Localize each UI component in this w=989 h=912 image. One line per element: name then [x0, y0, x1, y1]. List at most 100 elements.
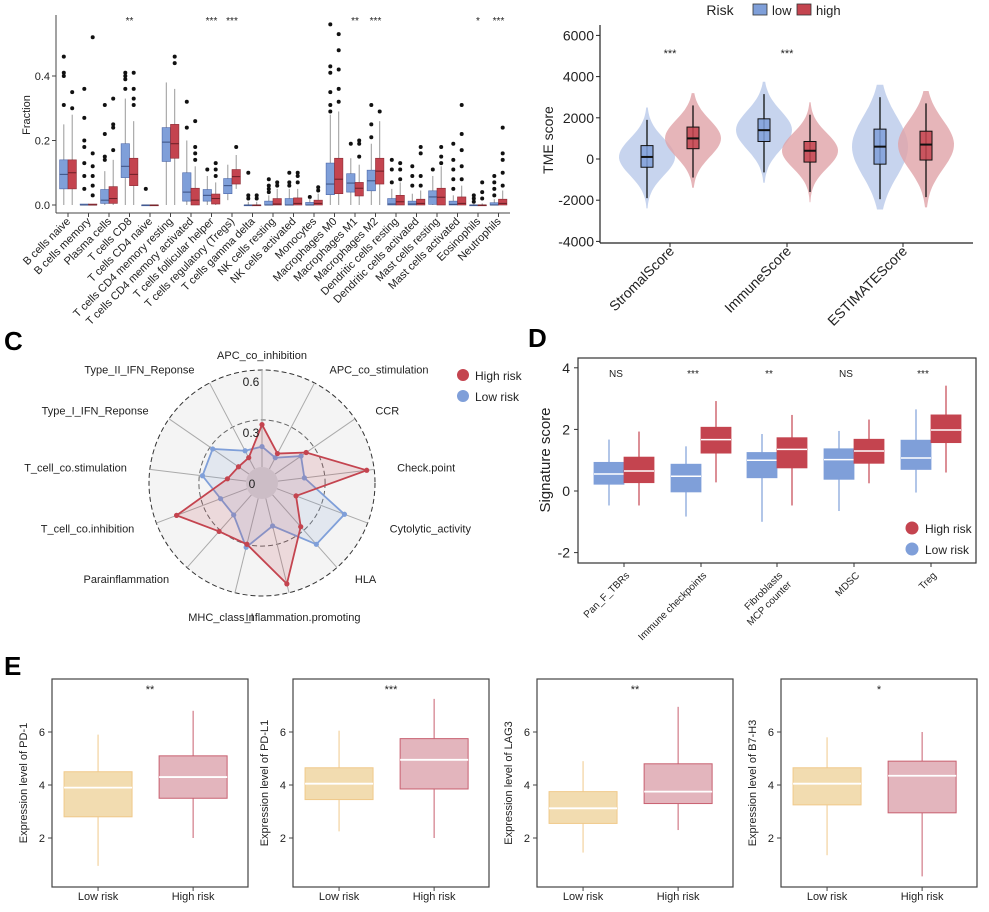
box [354, 182, 364, 197]
outlier-point [328, 109, 333, 114]
outlier-point [295, 173, 300, 178]
outlier-point [131, 86, 136, 91]
outlier-point [90, 183, 95, 188]
radar-series-high-risk [174, 422, 370, 586]
outlier-point [348, 141, 353, 146]
outlier-point [90, 151, 95, 156]
outlier-point [459, 164, 464, 169]
radar-point [274, 450, 281, 457]
outlier-point [234, 144, 239, 149]
radar-spoke [274, 418, 356, 475]
box [325, 162, 335, 195]
legend-label: Low risk [475, 390, 520, 404]
panel-label-c: C [4, 326, 23, 356]
y-tick-label: 0.4 [35, 71, 50, 83]
radar-series-low-risk [201, 445, 346, 549]
x-tick-label: High risk [172, 891, 215, 903]
outlier-point [61, 74, 66, 78]
legend-swatch-high [796, 3, 812, 16]
outlier-point [82, 161, 87, 166]
radar-axis-label: Cytolytic_activity [390, 523, 472, 535]
boxplot-pd-l1: 6 4 2 Expression level of PD-L1 *** Low risk H… [259, 678, 490, 903]
radar-spoke [276, 488, 368, 524]
radar-point [259, 443, 265, 450]
y-tick-label: 4 [524, 780, 530, 792]
radar-axis-label: CCR [375, 405, 399, 417]
significance-label: NS [839, 369, 853, 380]
box [436, 187, 446, 206]
box [416, 198, 426, 206]
radar-axis-label: Inflammation.promoting [246, 612, 361, 624]
outlier-point [287, 183, 292, 188]
outlier-point [90, 35, 95, 40]
panel-c-radar: APC_co_inhibition APC_co_stimulation CCR Ch… [24, 350, 522, 624]
radar-point [364, 467, 370, 473]
radar-axis-label: APC_co_stimulation [329, 365, 428, 377]
x-tick-label: MDSC [834, 570, 863, 599]
box [129, 157, 139, 186]
outlier-point [336, 86, 341, 91]
radar-point [301, 475, 307, 481]
y-tick-label: -2000 [558, 192, 594, 208]
outlier-point [246, 196, 251, 201]
y-tick-label: 6 [524, 727, 530, 739]
radar-point [272, 455, 278, 461]
radar-spoke [156, 488, 248, 524]
radar-point [231, 512, 237, 518]
y-tick-label: 2 [280, 833, 286, 845]
radar-point [284, 581, 290, 587]
box [182, 172, 192, 202]
radar-spoke [265, 498, 290, 593]
y-axis-label: Expression level of PD-L1 [259, 720, 271, 847]
outlier-point [369, 122, 374, 127]
box [643, 763, 713, 805]
boxplot-lag3: 6 4 2 Expression level of LAG3 ** Low risk Hig… [503, 678, 734, 903]
outlier-point [184, 125, 189, 130]
radar-axis-label: T_cell_co.inhibition [41, 523, 135, 535]
outlier-point [480, 190, 485, 195]
outlier-point [471, 199, 476, 204]
box [161, 127, 171, 162]
outlier-point [336, 67, 341, 72]
outlier-point [213, 167, 218, 172]
y-axis-label: Expression level of B7-H3 [747, 720, 759, 847]
outlier-point [123, 70, 128, 75]
box [399, 738, 469, 790]
significance-label: NS [609, 369, 623, 380]
x-tick-label: Treg [917, 570, 939, 592]
outlier-point [275, 180, 280, 185]
legend-label-high: high [816, 3, 841, 18]
radar-point [303, 449, 309, 456]
outlier-point [500, 125, 505, 130]
box [395, 195, 405, 206]
outlier-point [184, 99, 189, 104]
significance-label: ** [765, 369, 773, 380]
outlier-point [131, 96, 136, 101]
outlier-point [193, 144, 198, 149]
outlier-point [266, 183, 271, 188]
radar-point [216, 528, 222, 535]
significance-label: *** [781, 48, 795, 60]
outlier-point [500, 170, 505, 175]
y-tick-label: 6 [280, 727, 286, 739]
plot-frame [780, 678, 978, 888]
legend-swatch-low [752, 3, 768, 16]
outlier-point [336, 32, 341, 37]
y-tick-label: 4 [280, 780, 286, 792]
outlier-point [111, 122, 116, 127]
plot-frame [292, 678, 490, 888]
legend-label-low: low [772, 3, 792, 18]
boxplot-b7-h3: 6 4 2 Expression level of B7-H3 * Low risk Hig… [747, 678, 978, 903]
radar-axis-label: Type_I_IFN_Reponse [42, 405, 149, 417]
significance-label: * [476, 16, 480, 27]
outlier-point [357, 154, 362, 159]
outlier-point [172, 61, 177, 66]
significance-label: *** [370, 16, 382, 27]
radar-spoke [272, 494, 338, 568]
y-tick-label: 2 [768, 833, 774, 845]
significance-label: ** [146, 684, 155, 696]
outlier-point [389, 180, 394, 185]
outlier-point [418, 151, 423, 156]
outlier-point [418, 183, 423, 188]
x-tick-label: StromalScore [606, 243, 677, 314]
